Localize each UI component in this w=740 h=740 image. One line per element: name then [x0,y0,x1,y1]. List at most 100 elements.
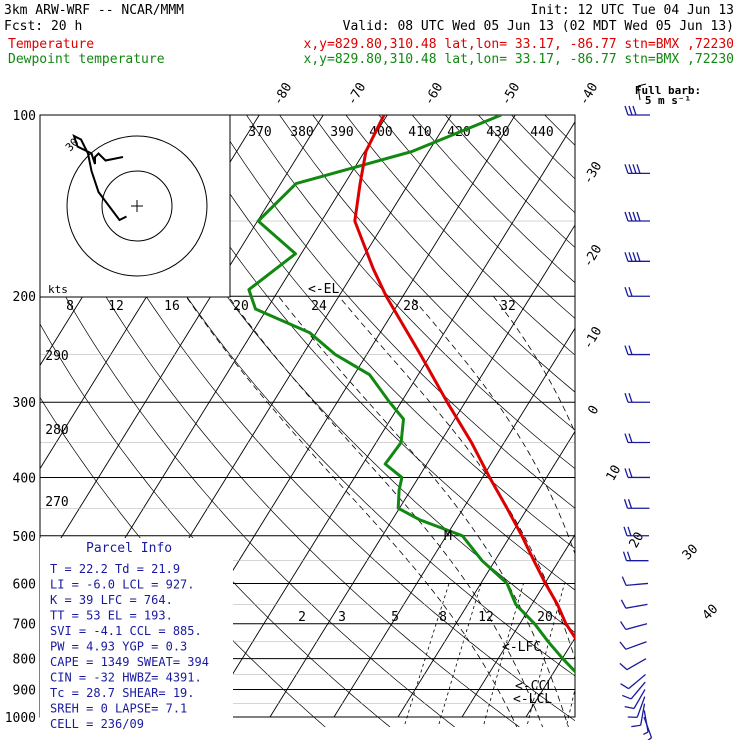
dry-adiabat [47,115,575,722]
isotherm-line [333,327,575,718]
speed-tick-label: 16 [164,299,180,314]
isotherm-line [590,115,740,717]
pressure-tick-label: 100 [13,109,36,124]
isotherm-label: 0 [586,403,603,417]
pressure-tick-label: 200 [13,290,36,305]
pressure-tick-label: 900 [13,683,36,698]
pressure-tick-label: 400 [13,471,36,486]
pressure-tick-label: 600 [13,577,36,592]
speed-tick-label: 8 [66,299,74,314]
dry-adiabat [312,115,575,393]
parcel-info-row: CIN = -32 HWBZ= 4391. [50,671,202,685]
barb-legend-line2: 5 m s⁻¹ [645,94,691,107]
isotherm-label: 40 [700,602,722,624]
isotherm-line [718,115,740,717]
hodograph-units: kts [48,283,68,296]
speed-tick-label: 28 [403,299,419,314]
wind-barb [624,164,650,174]
wind-barb [623,526,649,537]
hodograph-ring-inner [101,170,173,242]
marker-lfc: <-LFC [502,640,541,655]
dewpoint-legend: Dewpoint temperature [8,52,165,67]
pressure-tick-label: 700 [13,618,36,633]
wind-barb [619,641,647,650]
theta-label: 270 [45,495,68,510]
wind-barb [624,689,646,710]
theta-label: 430 [486,125,509,140]
wind-barb [624,211,650,222]
isotherm-line [397,430,575,718]
wind-barb [619,621,648,631]
dry-adiabat [279,115,575,431]
wind-barb [643,710,649,735]
level-markers: <-EL <-LFC <-CCL<-LCL M [308,282,554,707]
marker-el: <-EL [308,282,339,297]
barb-legend-line1: Full barb: [635,84,701,97]
mixing-ratio-label: 12 [478,610,494,625]
parcel-info-background [40,538,233,727]
wind-barb [624,105,650,116]
dry-adiabat [40,248,456,727]
dry-adiabat [411,115,575,284]
mixing-ratio-label: 2 [298,610,306,625]
dewpoint-location: x,y=829.80,310.48 lat,lon= 33.17, -86.77… [304,52,734,67]
isotherm-label: 10 [604,463,625,484]
pressure-tick-label: 300 [13,396,36,411]
wind-barb [622,551,649,562]
parcel-info-row: TT = 53 EL = 193. [50,609,173,623]
moist-adiabat [576,296,672,730]
plot-frame [39,114,576,718]
speed-tick-label: 20 [233,299,249,314]
dry-adiabat [378,115,575,319]
moist-adiabat [185,295,518,727]
wind-barb [631,703,646,728]
marker-m: M [444,529,452,544]
theta-label: 280 [45,423,68,438]
wind-barb [624,468,650,479]
isotherm-label: 20 [627,530,648,551]
theta-label: 440 [530,125,553,140]
isotherm-label: -80 [271,80,296,108]
mixing-ratio-line [526,583,565,727]
dry-adiabat [179,115,575,550]
barb-legend-icon [637,83,647,101]
isotherm-line [654,115,740,717]
wind-barb [624,345,650,356]
parcel-info-row: Tc = 28.7 SHEAR= 19. [50,686,195,700]
init-time: Init: 12 UTC Tue 04 Jun 13 [531,3,735,18]
mixing-ratio-label: 3 [338,610,346,625]
temperature-profile [353,115,575,641]
mixing-ratio-line [565,687,575,727]
wind-barb [624,433,650,444]
isotherm-line [0,115,3,717]
theta-label: 370 [248,125,271,140]
mixing-ratio-label: 5 [391,610,399,625]
dry-adiabat [478,115,575,214]
moist-adiabat [227,295,544,727]
theta-label: 410 [408,125,431,140]
pressure-tick-label: 500 [13,530,36,545]
moist-adiabat [278,295,569,727]
marker-lcl: <-LCL [513,692,552,707]
hodograph-ring-outer [66,135,208,277]
parcel-info-row: K = 39 LFC = 764. [50,593,173,607]
pressure-tick-label: 1000 [5,711,36,726]
parcel-info-row: CELL = 236/09 [50,717,144,731]
parcel-info-row: LI = -6.0 LCL = 927. [50,578,195,592]
isotherm-line [205,120,575,718]
dry-adiabat [40,173,520,727]
parcel-info-row: PW = 4.93 YGP = 0.3 [50,640,187,654]
wind-barbs [619,105,653,740]
dry-adiabat [578,115,740,730]
temperature-legend: Temperature [8,37,94,52]
mixing-ratio-label: 8 [439,610,447,625]
parcel-info-row: SVI = -4.1 CCL = 885. [50,624,202,638]
isotherm-line [461,533,575,718]
mixing-ratio-label: 20 [537,610,553,625]
dry-adiabat [445,115,575,248]
isotherm-label: -20 [581,242,606,270]
parcel-info-title: Parcel Info [86,541,172,556]
isotherm-label: 30 [680,542,702,564]
wind-barb [624,287,650,297]
